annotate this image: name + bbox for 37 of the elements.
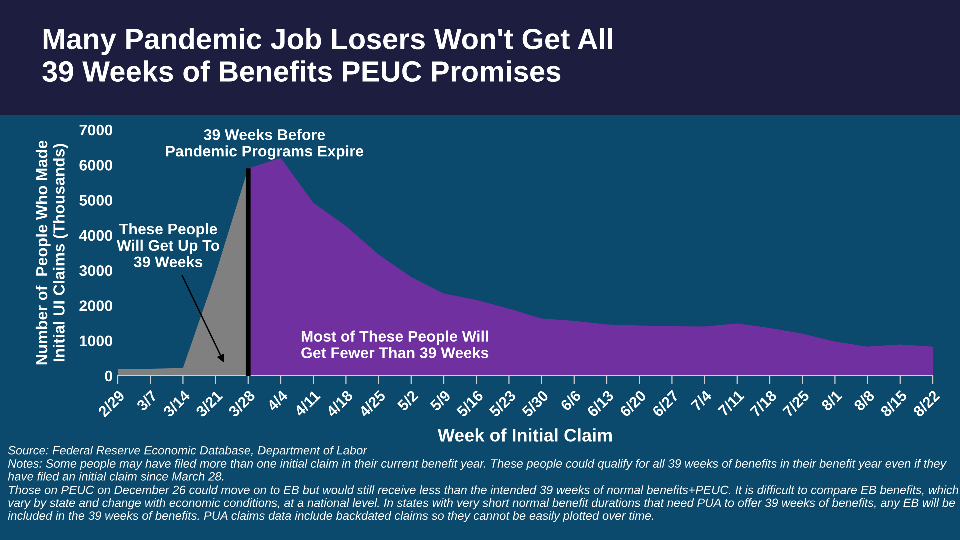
x-tick-label: 5/16 xyxy=(456,390,484,418)
x-tick-label: 5/2 xyxy=(396,390,420,412)
y-tick-label: 7000 xyxy=(80,124,113,136)
annotation: Most of These People Will Get Fewer Than 39 Weeks xyxy=(302,330,489,358)
source-note: Source: Federal Reserve Economic Database, Department of Labor xyxy=(8,446,368,458)
x-tick-label: 5/23 xyxy=(488,390,517,418)
x-tick-label: 7/4 xyxy=(690,389,713,412)
y-tick-label: 5000 xyxy=(80,195,113,206)
ref-line-label: 39 Weeks Before Pandemic Programs Expire xyxy=(166,129,364,160)
x-tick-label: 6/6 xyxy=(560,390,582,412)
y-tick-label: 1000 xyxy=(80,336,113,347)
text: Those on PEUC on December 26 could move on to EB but would still receive less than the intended 39 weeks of normal benefits+PEUC. It is difficult to compare EB benefits, which vary by state and change with economic conditions, at a national level. In states with very short normal benefit durations that need PUA to offer 39 weeks of benefits, any EB will be included in the 39 weeks of benefits. PUA claims data include backdated claims so they cannot be easily plotted over time. xyxy=(8,486,959,522)
y-axis-title: Number of People Who Made Initial UI Claims (Thousands) xyxy=(36,140,68,365)
x-tick-label: 6/13 xyxy=(586,390,615,418)
x-tick-label: 5/30 xyxy=(521,390,550,418)
annotation: These People Will Get Up To 39 Weeks xyxy=(116,223,220,268)
x-tick-label: 3/21 xyxy=(195,389,224,418)
x-tick-label: 7/18 xyxy=(749,390,778,418)
x-tick-label: 4/4 xyxy=(266,389,289,412)
x-tick-label: 6/20 xyxy=(618,390,648,418)
x-tick-label: 3/7 xyxy=(136,390,158,412)
x-tick-label: 8/8 xyxy=(853,390,876,412)
y-tick-label: 6000 xyxy=(80,160,113,171)
x-tick-label: 4/11 xyxy=(293,389,322,418)
chart-title: Many Pandemic Job Losers Won't Get All 39 Weeks of Benefits PEUC Promises xyxy=(42,28,612,82)
x-tick-label: 8/1 xyxy=(820,389,843,412)
x-axis-title: Week of Initial Claim xyxy=(438,428,612,442)
x-tick-label: 7/11 xyxy=(717,389,746,418)
x-tick-label: 8/22 xyxy=(912,390,941,418)
text: Notes: Some people may have filed more than one initial claim in their current benefit year. These people could qualify for all 39 weeks of benefits in their benefit year even if they have filed an initial claim since March 28. xyxy=(8,459,947,481)
y-tick-label: 0 xyxy=(105,370,113,382)
x-tick-label: 5/9 xyxy=(429,390,452,412)
x-tick-label: 3/28 xyxy=(228,390,256,418)
x-tick-label: 4/18 xyxy=(325,390,354,418)
y-tick-label: 4000 xyxy=(79,230,113,242)
y-tick-label: 3000 xyxy=(80,265,113,276)
y-tick-label: 2000 xyxy=(80,300,113,312)
